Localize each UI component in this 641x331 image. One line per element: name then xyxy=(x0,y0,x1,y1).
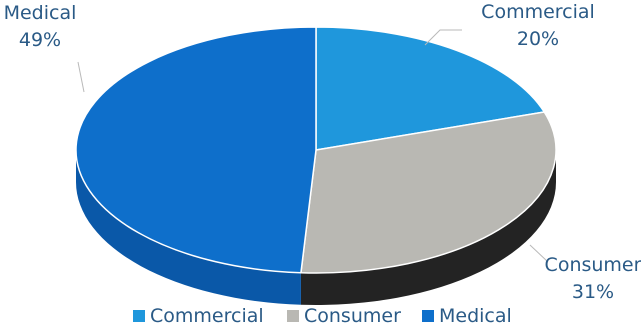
data-label-consumer: Consumer 31% xyxy=(545,254,641,303)
legend-item-medical: Medical xyxy=(422,305,512,327)
pie-top-layer xyxy=(75,26,557,274)
leader-line-medical xyxy=(77,61,85,93)
pie-slice-medical xyxy=(75,26,317,274)
data-label-value: 49% xyxy=(19,29,61,51)
legend-label: Consumer xyxy=(304,305,401,327)
leader-line-commercial xyxy=(424,29,462,46)
legend-label: Medical xyxy=(439,305,512,327)
legend: Commercial Consumer Medical xyxy=(133,305,512,327)
leader-line-consumer xyxy=(529,244,549,263)
pie-depth-layer xyxy=(76,150,556,305)
data-label-value: 31% xyxy=(572,281,614,303)
legend-swatch xyxy=(287,310,299,322)
legend-item-commercial: Commercial xyxy=(133,305,264,327)
leader-lines xyxy=(77,29,549,263)
data-label-commercial: Commercial 20% xyxy=(481,1,595,50)
data-labels: Commercial 20% Consumer 31% Medical 49% xyxy=(4,1,641,303)
legend-swatch xyxy=(422,310,434,322)
pie-slice-consumer xyxy=(300,111,557,274)
legend-item-consumer: Consumer xyxy=(287,305,401,327)
legend-label: Commercial xyxy=(150,305,264,327)
data-label-name: Medical xyxy=(4,2,77,24)
legend-swatch xyxy=(133,310,145,322)
data-label-value: 20% xyxy=(517,28,559,50)
pie-side-consumer xyxy=(300,150,556,305)
pie-slice-commercial xyxy=(315,26,546,151)
data-label-name: Commercial xyxy=(481,1,595,23)
pie-side-medical xyxy=(76,150,301,305)
data-label-name: Consumer xyxy=(545,254,641,276)
data-label-medical: Medical 49% xyxy=(4,2,77,51)
